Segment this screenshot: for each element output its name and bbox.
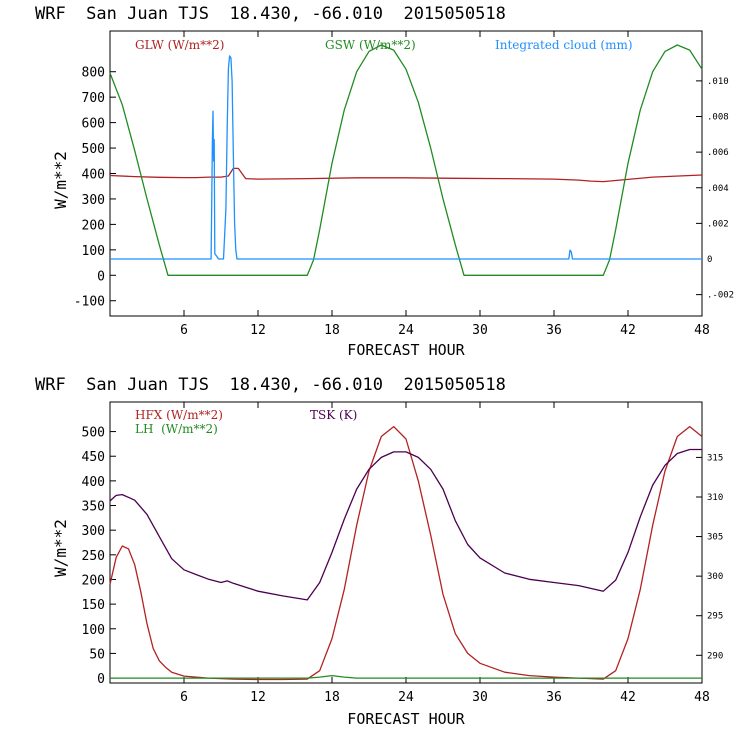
chart1-axes: 6 12 18 24 30 36 42 48 -100 0 100 200 300 400 500 600 70… xyxy=(74,31,734,338)
chart1-title: WRF San Juan TJS 18.430, -66.010 2015050… xyxy=(35,4,506,24)
chart2-y-tick-label: 100 xyxy=(82,623,105,638)
chart2-y-tick-label: 0 xyxy=(97,672,105,687)
chart2-series-2 xyxy=(110,674,702,679)
chart1-series-2 xyxy=(109,44,703,276)
chart2-plot-area xyxy=(109,401,703,684)
chart1-x-tick-label: 24 xyxy=(398,323,414,338)
chart2-series-group xyxy=(109,425,703,681)
chart2-y-tick-label: 200 xyxy=(82,573,105,588)
chart2-x-tick-label: 42 xyxy=(620,690,636,705)
chart2-y-tick-label: 250 xyxy=(82,549,105,564)
chart1-x-tick-label: 42 xyxy=(620,323,636,338)
chart1-x-tick-label: 18 xyxy=(324,323,340,338)
chart1-legend-cloud: Integrated cloud (mm) xyxy=(495,38,633,52)
chart1-legend-glw: GLW (W/m**2) xyxy=(135,38,224,52)
chart2-y2-tick-label: 315 xyxy=(707,453,723,463)
chart1-legend-gsw: GSW (W/m**2) xyxy=(325,38,416,52)
chart1-y-tick-label: 600 xyxy=(82,117,105,132)
chart1-y-axis-label: W/m**2 xyxy=(51,151,70,209)
chart1-y2-tick-label: .002 xyxy=(707,219,729,229)
chart2-x-tick-label: 36 xyxy=(546,690,562,705)
chart1-y2-tick-label: .004 xyxy=(707,184,729,194)
chart2-y-tick-label: 400 xyxy=(82,475,105,490)
chart2-x-tick-label: 12 xyxy=(250,690,266,705)
chart2-legend-lh: LH (W/m**2) xyxy=(135,422,218,436)
chart1-y2-tick-label: .-002 xyxy=(707,291,734,301)
chart1-series-1 xyxy=(109,167,703,183)
chart2-title: WRF San Juan TJS 18.430, -66.010 2015050… xyxy=(35,375,506,395)
chart2-y2-tick-label: 295 xyxy=(707,612,723,622)
chart1-x-axis-label: FORECAST HOUR xyxy=(347,341,465,359)
chart2-legend-tsk: TSK (K) xyxy=(310,408,357,422)
chart2-y-tick-label: 150 xyxy=(82,598,105,613)
chart1-series-group xyxy=(109,44,703,276)
chart1-y2-tick-label: .010 xyxy=(707,77,729,87)
chart1-y-tick-label: 300 xyxy=(82,193,105,208)
chart2-y2-tick-label: 300 xyxy=(707,572,723,582)
chart2-y-axis-label: W/m**2 xyxy=(51,519,70,577)
chart1-x-tick-label: 12 xyxy=(250,323,266,338)
chart1-x-tick-label: 48 xyxy=(694,323,710,338)
chart1-x-tick-label: 30 xyxy=(472,323,488,338)
chart2-x-axis-label: FORECAST HOUR xyxy=(347,710,465,728)
chart2-x-tick-label: 18 xyxy=(324,690,340,705)
chart2-series-3 xyxy=(109,448,702,601)
chart1-y-tick-label: 400 xyxy=(82,168,105,183)
chart2-y2-tick-label: 310 xyxy=(707,493,723,503)
chart2-y-tick-label: 500 xyxy=(82,426,105,441)
chart1-y-tick-label: 700 xyxy=(82,91,105,106)
chart1-y-tick-label: 100 xyxy=(82,244,105,259)
chart2-y-tick-label: 350 xyxy=(82,500,105,515)
chart1-y2-tick-label: 0 xyxy=(707,255,712,265)
chart1-y2-tick-label: .006 xyxy=(707,148,729,158)
chart1-y-tick-label: -100 xyxy=(74,295,105,310)
chart1-plot-area xyxy=(109,30,703,317)
chart2-y-tick-label: 50 xyxy=(89,647,105,662)
chart2-x-tick-label: 48 xyxy=(694,690,710,705)
chart2-legend-hfx: HFX (W/m**2) xyxy=(135,408,223,422)
chart2-series-1 xyxy=(109,425,703,681)
chart2-y-tick-label: 300 xyxy=(82,524,105,539)
chart2-x-tick-label: 6 xyxy=(180,690,188,705)
chart1-y2-tick-label: .008 xyxy=(707,113,729,123)
chart1-x-tick-label: 6 xyxy=(180,323,188,338)
chart2-x-tick-label: 24 xyxy=(398,690,414,705)
chart2-x-tick-label: 30 xyxy=(472,690,488,705)
chart2-axes: 6 12 18 24 30 36 42 48 0 50 100 150 200 250 300 350 400 4… xyxy=(82,402,723,705)
chart2-y2-tick-label: 290 xyxy=(707,651,723,661)
chart1-series-3 xyxy=(110,55,702,260)
chart2-y2-tick-label: 305 xyxy=(707,533,723,543)
chart1-y-tick-label: 800 xyxy=(82,66,105,81)
chart1-y-tick-label: 0 xyxy=(97,269,105,284)
chart1-x-tick-label: 36 xyxy=(546,323,562,338)
chart1-y-tick-label: 500 xyxy=(82,142,105,157)
chart1-y-tick-label: 200 xyxy=(82,218,105,233)
chart2-y-tick-label: 450 xyxy=(82,450,105,465)
